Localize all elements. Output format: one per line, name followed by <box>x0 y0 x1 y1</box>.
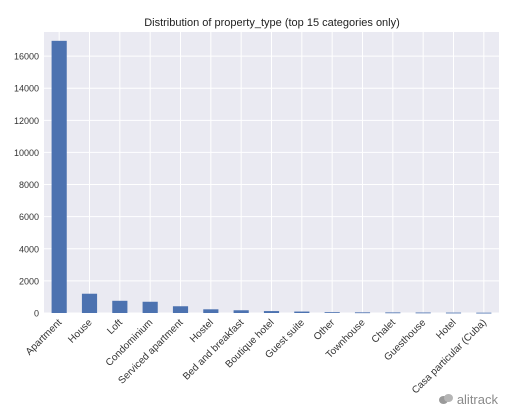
bar-serviced-apartment <box>172 306 189 313</box>
y-tick-label: 4000 <box>19 244 39 254</box>
x-tick-label: Hostel <box>188 317 216 345</box>
bar-bed-and-breakfast <box>233 310 249 313</box>
bar-casa-particular-cuba <box>476 312 492 314</box>
chart-title: Distribution of property_type (top 15 ca… <box>144 17 400 29</box>
y-tick-label: 10000 <box>14 148 39 158</box>
y-tick-label: 16000 <box>14 52 39 62</box>
bar-hostel <box>203 309 219 313</box>
watermark-text: alitrack <box>456 392 498 407</box>
bar-apartment <box>51 40 67 314</box>
y-tick-label: 0 <box>34 309 39 319</box>
y-tick-label: 6000 <box>19 212 39 222</box>
x-tick-label: Chalet <box>370 317 398 345</box>
bar-other <box>324 312 340 313</box>
x-tick-label: Other <box>312 317 338 343</box>
x-tick-label: House <box>66 317 95 346</box>
y-axis-ticks: 0 2000 4000 6000 8000 10000 12000 14000 16000 <box>14 52 39 319</box>
x-tick-label: Apartment <box>24 317 65 358</box>
bar-loft <box>112 300 128 313</box>
x-tick-label: Loft <box>105 317 125 337</box>
bar-guest-suite <box>294 311 310 313</box>
x-tick-label: Hotel <box>434 317 458 341</box>
y-tick-label: 12000 <box>14 116 39 126</box>
y-tick-label: 2000 <box>19 276 39 286</box>
bar-chalet <box>385 312 401 314</box>
bars-group <box>51 40 492 314</box>
chat-bubbles-icon <box>438 393 453 406</box>
bar-boutique-hotel <box>263 311 280 313</box>
bar-hotel <box>445 312 462 314</box>
y-tick-label: 8000 <box>19 180 39 190</box>
bar-townhouse <box>354 312 371 314</box>
bar-guesthouse <box>415 312 431 314</box>
bar-condominium <box>142 301 158 313</box>
bar-house <box>81 293 98 313</box>
y-tick-label: 14000 <box>14 84 39 94</box>
watermark: alitrack <box>438 392 498 407</box>
